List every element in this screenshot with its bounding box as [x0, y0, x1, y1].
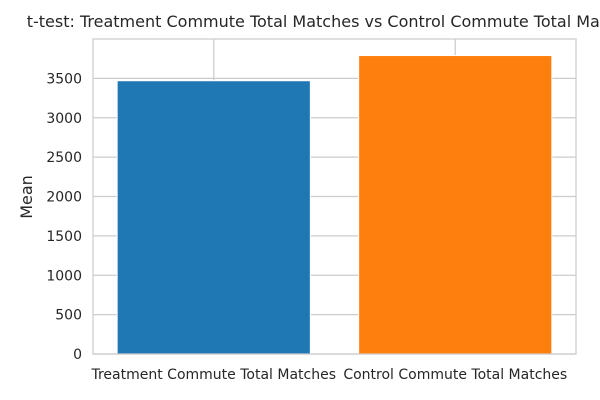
- bars: [116, 55, 553, 355]
- plot-border: [92, 38, 577, 355]
- bar: [116, 80, 311, 355]
- y-tick-label: 2000: [46, 190, 82, 206]
- y-tick-label: 500: [55, 308, 82, 324]
- x-tick-label: Control Commute Total Matches: [343, 367, 567, 383]
- y-tick-label: 3000: [46, 111, 82, 127]
- plot-frame: [92, 38, 577, 355]
- y-tick-label: 3500: [46, 71, 82, 87]
- y-tick-label: 1000: [46, 268, 82, 284]
- y-tick-label: 2500: [46, 150, 82, 166]
- y-tick-label: 0: [73, 347, 82, 363]
- y-tick-label: 1500: [46, 229, 82, 245]
- ticks: 0 500 1000 1500 2000 2500 3000 3500 Treatment Co…: [46, 71, 567, 383]
- bar: [358, 55, 553, 355]
- x-tick-label: Treatment Commute Total Matches: [90, 367, 336, 383]
- y-axis-label: Mean: [17, 175, 36, 219]
- chart-title: t-test: Treatment Commute Total Matches …: [27, 12, 600, 31]
